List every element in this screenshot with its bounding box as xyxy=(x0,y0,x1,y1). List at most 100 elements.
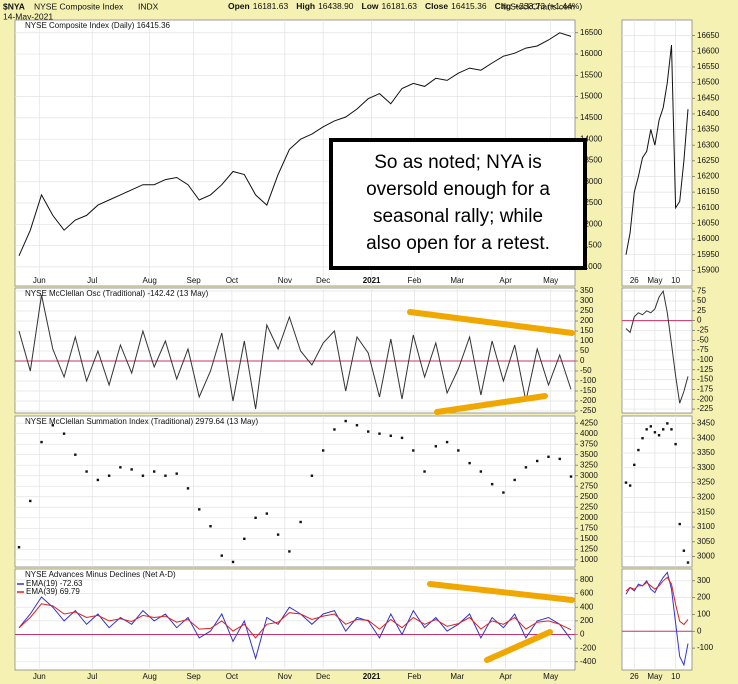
series-line xyxy=(18,603,572,639)
panel-title: NYSE McClellan Summation Index (Traditio… xyxy=(25,417,258,426)
y-tick-label: -200 xyxy=(697,394,714,403)
dot xyxy=(119,466,122,469)
x-tick-label: Mar xyxy=(450,276,464,285)
dot xyxy=(666,422,669,425)
quote-label: Low xyxy=(362,1,379,11)
y-tick-label: 13000 xyxy=(580,177,603,186)
x-tick-label: 2021 xyxy=(363,672,381,681)
y-tick-label: -100 xyxy=(580,376,597,385)
dot xyxy=(682,549,686,552)
x-tick-label: Jul xyxy=(87,672,97,681)
y-tick-label: 12500 xyxy=(580,198,603,207)
y-tick-label: 400 xyxy=(580,602,594,611)
y-tick-label: 13500 xyxy=(580,156,603,165)
dot xyxy=(62,432,66,435)
y-tick-label: -150 xyxy=(697,375,714,384)
dot xyxy=(231,560,235,564)
quote-value: 16181.63 xyxy=(253,1,289,11)
y-tick-label: -25 xyxy=(697,326,709,335)
y-tick-label: 2750 xyxy=(580,481,598,490)
panel-bg xyxy=(621,568,693,671)
y-tick-label: -100 xyxy=(697,355,714,364)
panel-bg xyxy=(14,568,576,671)
y-tick-label: 16150 xyxy=(697,187,720,196)
y-tick-label: 0 xyxy=(580,356,585,365)
dot xyxy=(288,550,291,553)
quote-value: 16415.36 xyxy=(451,1,487,11)
y-tick-label: 4250 xyxy=(580,418,598,427)
y-tick-label: -100 xyxy=(697,643,714,652)
x-tick-label: 10 xyxy=(671,276,680,285)
dot xyxy=(657,434,661,437)
y-tick-label: 50 xyxy=(580,346,589,355)
dot xyxy=(355,424,359,427)
quote: Open 16181.63 High 16438.90 Low 16181.63 Close… xyxy=(228,1,582,11)
dot xyxy=(649,425,652,428)
dot xyxy=(524,466,528,469)
legend-label: EMA(39) 69.79 xyxy=(26,587,80,596)
annotation-box: So as noted; NYA is oversold enough for … xyxy=(329,138,587,270)
series-line xyxy=(625,44,689,255)
dot xyxy=(412,449,415,452)
dot xyxy=(479,470,483,473)
y-tick-label: 0 xyxy=(697,316,702,325)
series-line xyxy=(625,576,689,626)
x-tick-label: May xyxy=(543,276,558,285)
y-tick-label: 16000 xyxy=(580,49,603,58)
annotation-line: oversold enough for a xyxy=(366,179,550,200)
y-tick-label: 1500 xyxy=(580,534,598,543)
y-tick-label: -200 xyxy=(580,396,597,405)
x-tick-label: Dec xyxy=(316,276,330,285)
y-tick-label: 16500 xyxy=(697,78,720,87)
y-tick-label: 2000 xyxy=(580,513,598,522)
dot xyxy=(40,440,43,444)
y-tick-label: 150 xyxy=(580,326,594,335)
panel: 15900 15950 16000 16050 16100 16150 16200 16250… xyxy=(621,19,720,287)
dot xyxy=(389,434,392,437)
quote-label: Open xyxy=(228,1,250,11)
dot xyxy=(490,482,494,486)
dot xyxy=(299,520,302,524)
y-tick-label: 3000 xyxy=(580,471,598,480)
x-tick-label: Nov xyxy=(278,276,292,285)
x-tick-label: May xyxy=(647,672,662,681)
series-line xyxy=(18,294,572,410)
x-tick-label: Mar xyxy=(450,672,464,681)
dot xyxy=(276,533,280,536)
dot xyxy=(653,431,657,434)
annotation-line: So as noted; NYA is xyxy=(374,152,542,173)
x-tick-label: Sep xyxy=(186,276,201,285)
y-tick-label: 15900 xyxy=(697,265,720,274)
y-tick-label: 200 xyxy=(580,616,594,625)
x-tick-label: 26 xyxy=(630,672,639,681)
y-tick-label: 16550 xyxy=(697,62,720,71)
dot xyxy=(423,470,426,473)
y-tick-label: -250 xyxy=(580,406,597,415)
y-tick-label: 300 xyxy=(697,576,711,585)
y-tick-label: 0 xyxy=(580,630,585,639)
dot xyxy=(107,474,111,477)
annotation-frame xyxy=(329,138,587,270)
y-tick-label: 16350 xyxy=(697,125,720,134)
dot xyxy=(558,457,561,461)
y-tick-label: 3000 xyxy=(697,552,715,561)
credit: © StockCharts.com xyxy=(502,1,575,11)
dot xyxy=(641,437,644,440)
dot xyxy=(141,474,145,477)
quote-label: Chg xyxy=(495,1,512,11)
dot xyxy=(85,470,88,473)
dot xyxy=(400,436,404,440)
dot xyxy=(674,442,677,446)
panel-bg xyxy=(14,287,576,414)
x-tick-label: Apr xyxy=(499,672,512,681)
y-tick-label: 16450 xyxy=(697,93,720,102)
x-tick-label: Aug xyxy=(143,672,157,681)
quote-label: High xyxy=(296,1,315,11)
x-tick-label: Oct xyxy=(226,276,239,285)
panel: -400 -200 0 200 400 600 800 Jun Jul Aug Sep Oct Nov D… xyxy=(14,568,597,681)
dot xyxy=(29,499,32,503)
y-tick-label: 1250 xyxy=(580,544,598,553)
y-tick-label: -400 xyxy=(580,657,597,666)
panel: 3000 3050 3100 3150 3200 3250 3300 3350 3400 3450 xyxy=(621,415,715,568)
